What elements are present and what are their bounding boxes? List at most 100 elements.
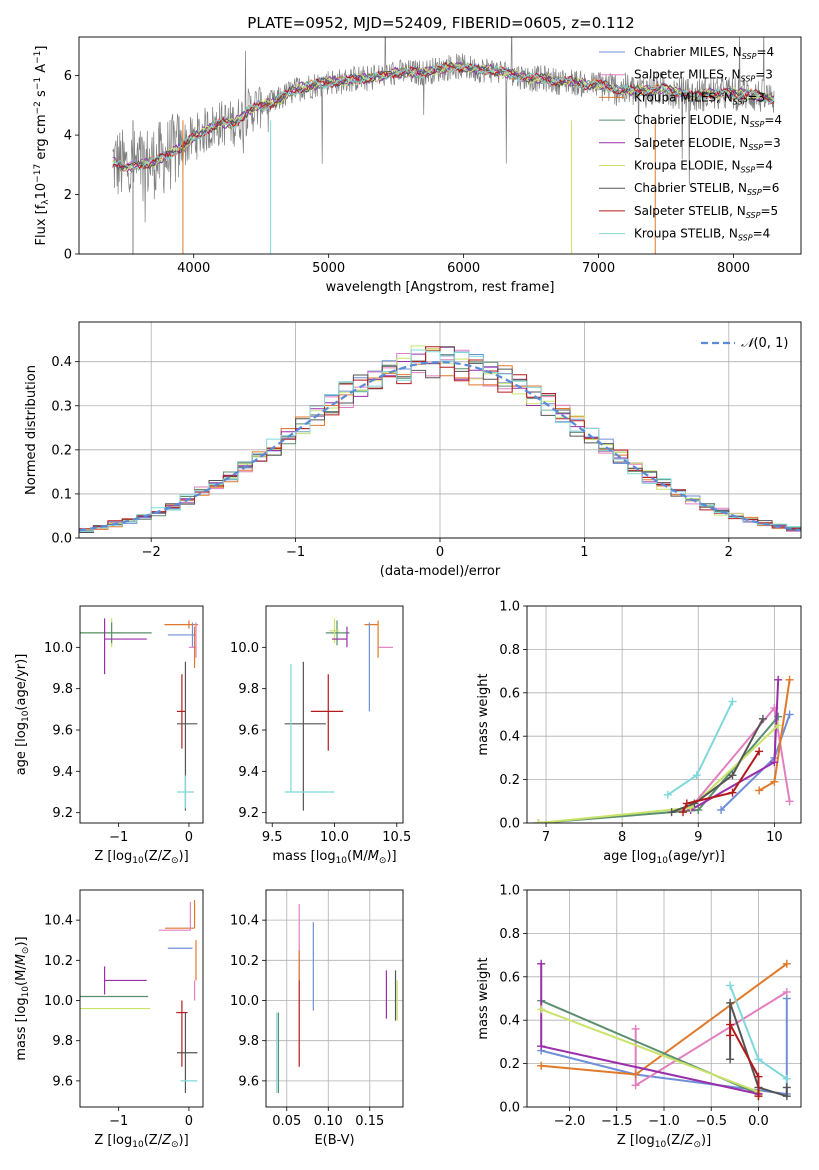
mass-weight-series bbox=[538, 724, 779, 823]
x-axis-label: Z [log10​(Z/Z⊙​)] bbox=[94, 1133, 188, 1150]
axes-frame bbox=[79, 605, 204, 824]
y-tick-label: 0.6 bbox=[499, 686, 520, 701]
y-tick-label: 9.6 bbox=[238, 724, 259, 739]
x-tick-label: 6000 bbox=[447, 261, 480, 276]
y-tick-label: 10.0 bbox=[230, 994, 259, 1009]
x-tick-label: 0 bbox=[185, 830, 193, 845]
x-tick-label: −0.5 bbox=[695, 1114, 727, 1129]
x-tick-label: 0 bbox=[185, 1114, 193, 1129]
legend-label: Chabrier MILES, NSSP=4 bbox=[634, 45, 774, 61]
legend-label: Chabrier STELIB, NSSP=6 bbox=[634, 181, 779, 197]
y-tick-label: 9.2 bbox=[238, 806, 259, 821]
mass-weight-series bbox=[538, 716, 779, 823]
y-tick-label: 9.8 bbox=[52, 1034, 73, 1049]
legend-label: Kroupa ELODIE, NSSP=4 bbox=[634, 159, 773, 175]
x-tick-label: 1 bbox=[580, 545, 588, 560]
x-tick-label: 0 bbox=[436, 545, 444, 560]
y-tick-label: 10.0 bbox=[44, 994, 73, 1009]
y-tick-label: 0.2 bbox=[499, 1057, 520, 1072]
x-tick-label: 5000 bbox=[312, 261, 345, 276]
x-tick-label: 9.5 bbox=[262, 830, 283, 845]
panel-spectrum: 4000 5000 6000 7000 8000 0 2 4 6 wavelength [Angs… bbox=[33, 36, 802, 295]
y-axis-label: mass [log10​(M/M⊙​)] bbox=[14, 936, 31, 1060]
axes-frame bbox=[79, 889, 204, 1108]
plot-area-mass_vs_ebv bbox=[276, 904, 398, 1093]
x-tick-label: −2 bbox=[142, 545, 161, 560]
y-tick-label: 1.0 bbox=[499, 600, 520, 615]
panel-mass_weight_vs_Z: −2.0 −1.5 −1.0 −0.5 0.0 0.0 0.2 0.4 0.6 0.8 1.0 Z [… bbox=[476, 884, 802, 1150]
legend-label: Chabrier ELODIE, NSSP=4 bbox=[634, 113, 782, 129]
panel-age_vs_Z: −1 0 9.2 9.4 9.6 9.8 10.0 Z [log10​(Z/Z⊙​)] age … bbox=[14, 605, 204, 866]
residual-histogram bbox=[79, 349, 801, 532]
legend-label: Kroupa MILES, NSSP=3 bbox=[634, 90, 765, 106]
mass-weight-series bbox=[671, 718, 764, 814]
axes-frame bbox=[265, 889, 404, 1108]
y-tick-label: 9.8 bbox=[238, 1034, 259, 1049]
x-axis-label: age [log10​(age/yr)] bbox=[603, 849, 725, 866]
y-tick-label: 0.8 bbox=[499, 643, 520, 658]
x-axis-label: Z [log10​(Z/Z⊙​)] bbox=[617, 1133, 711, 1150]
y-tick-label: 10.2 bbox=[230, 954, 259, 969]
y-tick-label: 9.8 bbox=[238, 682, 259, 697]
panel-mass_vs_Z: −1 0 9.6 9.8 10.0 10.2 10.4 Z [log10​(Z/Z⊙​)] ma… bbox=[14, 889, 204, 1150]
y-tick-label: 0.2 bbox=[51, 443, 72, 458]
plot-area-age_vs_mass bbox=[284, 618, 394, 811]
y-tick-label: 0.0 bbox=[499, 1101, 520, 1116]
model-spectrum bbox=[112, 62, 775, 170]
y-tick-label: 4 bbox=[64, 129, 72, 144]
y-tick-label: 0.1 bbox=[51, 487, 72, 502]
x-tick-label: 0.05 bbox=[272, 1114, 301, 1129]
y-tick-label: 10.2 bbox=[44, 954, 73, 969]
mass-weight-series bbox=[720, 714, 791, 811]
y-axis-label: mass weight bbox=[476, 673, 491, 755]
axes-frame bbox=[526, 889, 802, 1108]
y-tick-label: 9.6 bbox=[238, 1074, 259, 1089]
panel-residuals: −2 −1 0 1 2 0.0 0.1 0.2 0.3 0.4 (data-model)/error… bbox=[24, 321, 802, 579]
y-tick-label: 0.2 bbox=[499, 773, 520, 788]
y-tick-label: 0.0 bbox=[51, 532, 72, 547]
mass-weight-series bbox=[729, 1024, 760, 1097]
axes-frame bbox=[526, 605, 802, 824]
x-tick-label: 9 bbox=[694, 830, 702, 845]
plot-area-age_vs_Z bbox=[80, 618, 199, 811]
legend-label: Salpeter ELODIE, NSSP=3 bbox=[634, 136, 781, 152]
y-axis-label: mass weight bbox=[476, 957, 491, 1039]
x-tick-label: 2 bbox=[725, 545, 733, 560]
y-tick-label: 0.4 bbox=[51, 355, 72, 370]
y-tick-label: 0.8 bbox=[499, 927, 520, 942]
x-axis-label: wavelength [Angstrom, rest frame] bbox=[326, 280, 555, 295]
x-tick-label: 0.0 bbox=[748, 1114, 769, 1129]
y-tick-label: 9.2 bbox=[52, 806, 73, 821]
y-tick-label: 10.0 bbox=[230, 641, 259, 656]
x-tick-label: −1 bbox=[109, 1114, 128, 1129]
x-axis-label: Z [log10​(Z/Z⊙​)] bbox=[94, 849, 188, 866]
plot-area-mass_weight_vs_Z bbox=[537, 959, 791, 1101]
model-spectrum bbox=[112, 61, 775, 172]
y-tick-label: 9.4 bbox=[238, 765, 259, 780]
axes-frame bbox=[78, 321, 802, 539]
y-tick-label: 0 bbox=[64, 248, 72, 263]
x-axis-label: mass [log10​(M/M⊙​)] bbox=[272, 849, 396, 866]
y-tick-label: 0.4 bbox=[499, 1014, 520, 1029]
panel-mass_vs_ebv: 0.05 0.10 0.15 9.6 9.8 10.0 10.2 10.4 E(B-V) bbox=[230, 889, 404, 1148]
x-tick-label: −1 bbox=[286, 545, 305, 560]
mass-weight-series bbox=[682, 750, 760, 813]
plot-area-residuals bbox=[79, 345, 801, 533]
panel-age_vs_mass: 9.5 10.0 10.5 9.2 9.4 9.6 9.8 10.0 mass [log10​(… bbox=[230, 605, 411, 866]
x-tick-label: −1 bbox=[109, 830, 128, 845]
figure-title: PLATE=0952, MJD=52409, FIBERID=0605, z=0… bbox=[247, 14, 634, 32]
y-tick-label: 2 bbox=[64, 188, 72, 203]
x-tick-label: 10 bbox=[766, 830, 783, 845]
y-axis-label: Normed distribution bbox=[24, 365, 39, 495]
y-tick-label: 10.0 bbox=[44, 641, 73, 656]
normal-reference-curve bbox=[79, 360, 801, 532]
plot-area-spectrum bbox=[112, 37, 775, 254]
x-axis-label: (data-model)/error bbox=[380, 564, 501, 579]
y-tick-label: 10.4 bbox=[44, 914, 73, 929]
legend: Chabrier MILES, NSSP=4 Salpeter MILES, NS… bbox=[599, 45, 782, 243]
x-tick-label: 7 bbox=[542, 830, 550, 845]
x-axis-label: E(B-V) bbox=[314, 1133, 354, 1148]
x-tick-label: 0.15 bbox=[355, 1114, 384, 1129]
